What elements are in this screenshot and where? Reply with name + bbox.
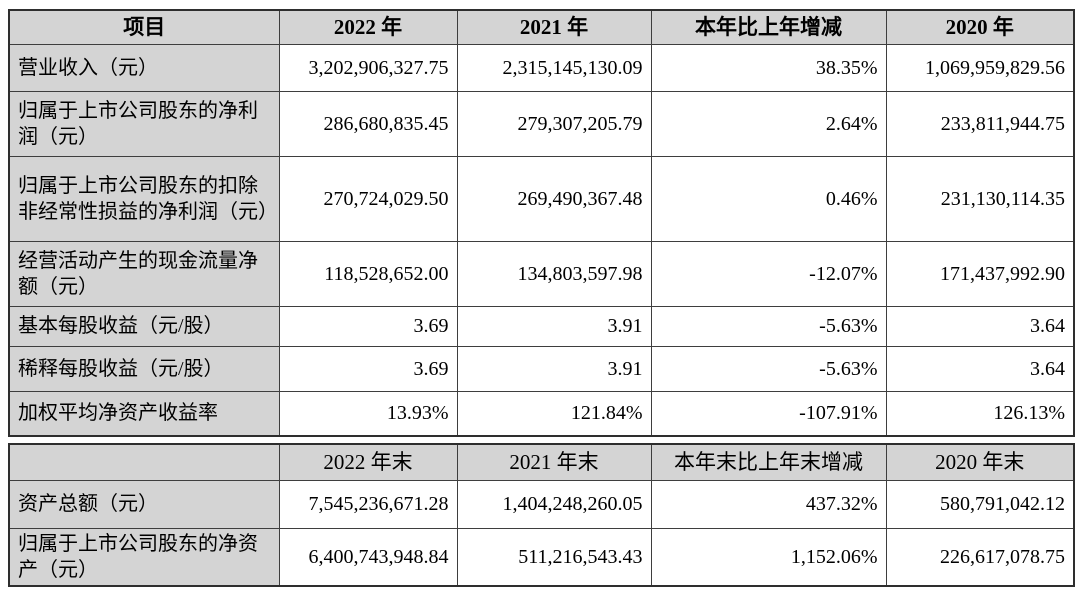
col-header-change-end: 本年末比上年末增减 [650, 443, 887, 481]
value-change: -5.63% [650, 345, 887, 392]
row-label: 归属于上市公司股东的净资产（元） [8, 527, 280, 586]
col-header-item: 项目 [8, 9, 280, 45]
value-2022: 3,202,906,327.75 [278, 43, 458, 92]
col-header-2022-end: 2022 年末 [278, 443, 458, 481]
value-2020: 233,811,944.75 [885, 90, 1075, 157]
value-2020: 1,069,959,829.56 [885, 43, 1075, 92]
row-label: 归属于上市公司股东的净利润（元） [8, 90, 280, 157]
value-change: 38.35% [650, 43, 887, 92]
row-label: 经营活动产生的现金流量净额（元） [8, 240, 280, 307]
col-header-2021-end: 2021 年末 [456, 443, 652, 481]
key-financials-table-annual: 项目 2022 年 2021 年 本年比上年增减 2020 年 营业收入（元） … [8, 9, 1075, 437]
value-2022: 3.69 [278, 345, 458, 392]
value-change: 0.46% [650, 155, 887, 242]
col-header-change: 本年比上年增减 [650, 9, 887, 45]
col-header-2022: 2022 年 [278, 9, 458, 45]
col-header-item-blank [8, 443, 280, 481]
value-2020: 3.64 [885, 345, 1075, 392]
table-row-net-profit: 归属于上市公司股东的净利润（元） 286,680,835.45 279,307,… [8, 90, 1075, 157]
value-2020: 231,130,114.35 [885, 155, 1075, 242]
col-header-2020: 2020 年 [885, 9, 1075, 45]
row-label: 营业收入（元） [8, 43, 280, 92]
yearend-header-row: 2022 年末 2021 年末 本年末比上年末增减 2020 年末 [8, 443, 1075, 481]
value-2022: 3.69 [278, 305, 458, 347]
value-2020: 171,437,992.90 [885, 240, 1075, 307]
value-change: -12.07% [650, 240, 887, 307]
col-header-2021: 2021 年 [456, 9, 652, 45]
value-change: -5.63% [650, 305, 887, 347]
value-2022-end: 7,545,236,671.28 [278, 479, 458, 529]
value-2020: 3.64 [885, 305, 1075, 347]
value-2020: 126.13% [885, 390, 1075, 437]
value-2022: 270,724,029.50 [278, 155, 458, 242]
table-row-diluted-eps: 稀释每股收益（元/股） 3.69 3.91 -5.63% 3.64 [8, 345, 1075, 392]
value-2022: 13.93% [278, 390, 458, 437]
value-2021: 2,315,145,130.09 [456, 43, 652, 92]
annual-header-row: 项目 2022 年 2021 年 本年比上年增减 2020 年 [8, 9, 1075, 45]
value-2021: 134,803,597.98 [456, 240, 652, 307]
value-2021: 3.91 [456, 345, 652, 392]
value-2021-end: 511,216,543.43 [456, 527, 652, 586]
value-change-end: 437.32% [650, 479, 887, 529]
value-2020-end: 226,617,078.75 [885, 527, 1075, 586]
value-2021: 3.91 [456, 305, 652, 347]
row-label: 归属于上市公司股东的扣除非经常性损益的净利润（元） [8, 155, 280, 242]
key-financials-table-yearend: 2022 年末 2021 年末 本年末比上年末增减 2020 年末 资产总额（元… [8, 443, 1075, 587]
table-row-total-assets: 资产总额（元） 7,545,236,671.28 1,404,248,260.0… [8, 479, 1075, 529]
row-label: 基本每股收益（元/股） [8, 305, 280, 347]
value-2022-end: 6,400,743,948.84 [278, 527, 458, 586]
table-row-revenue: 营业收入（元） 3,202,906,327.75 2,315,145,130.0… [8, 43, 1075, 92]
value-2021: 279,307,205.79 [456, 90, 652, 157]
table-row-operating-cash-flow: 经营活动产生的现金流量净额（元） 118,528,652.00 134,803,… [8, 240, 1075, 307]
value-2021: 269,490,367.48 [456, 155, 652, 242]
col-header-2020-end: 2020 年末 [885, 443, 1075, 481]
row-label: 加权平均净资产收益率 [8, 390, 280, 437]
value-2020-end: 580,791,042.12 [885, 479, 1075, 529]
table-row-net-assets: 归属于上市公司股东的净资产（元） 6,400,743,948.84 511,21… [8, 527, 1075, 586]
value-2022: 286,680,835.45 [278, 90, 458, 157]
row-label: 稀释每股收益（元/股） [8, 345, 280, 392]
row-label: 资产总额（元） [8, 479, 280, 529]
table-row-deducted-net-profit: 归属于上市公司股东的扣除非经常性损益的净利润（元） 270,724,029.50… [8, 155, 1075, 242]
value-change: -107.91% [650, 390, 887, 437]
value-change-end: 1,152.06% [650, 527, 887, 586]
value-change: 2.64% [650, 90, 887, 157]
value-2021: 121.84% [456, 390, 652, 437]
value-2021-end: 1,404,248,260.05 [456, 479, 652, 529]
table-row-basic-eps: 基本每股收益（元/股） 3.69 3.91 -5.63% 3.64 [8, 305, 1075, 347]
table-row-weighted-roe: 加权平均净资产收益率 13.93% 121.84% -107.91% 126.1… [8, 390, 1075, 437]
value-2022: 118,528,652.00 [278, 240, 458, 307]
